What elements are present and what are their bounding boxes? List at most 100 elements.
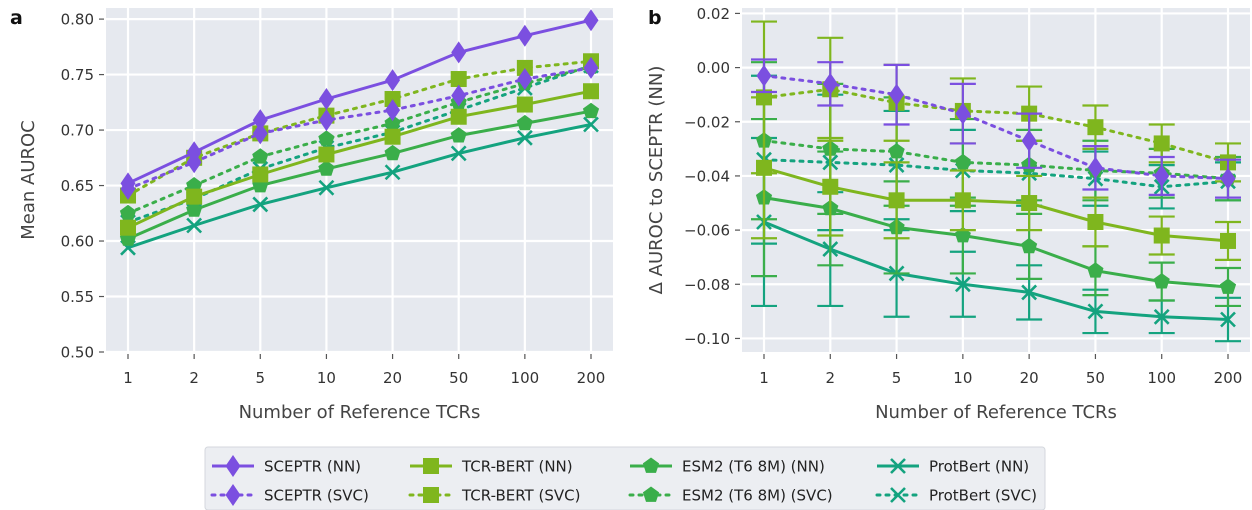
- y-tick-label: −0.10: [684, 330, 730, 348]
- series-protbert-nn: [120, 116, 599, 256]
- series-tcr-bert-nn: [120, 83, 599, 236]
- data-point: [384, 114, 401, 131]
- data-point: [516, 129, 533, 146]
- data-point: [756, 159, 772, 176]
- series-esm2-t6-8m-nn: [751, 117, 1241, 308]
- data-point: [517, 68, 533, 91]
- data-point: [822, 72, 838, 95]
- legend-entry: TCR-BERT (SVC): [408, 487, 580, 505]
- panel-a: 0.50 0.55 0.60 0.65 0.70 0.75 0.80 1 2 5 10 20 50 100…: [10, 7, 613, 423]
- data-point: [1219, 278, 1237, 294]
- legend: SCEPTR (NN) SCEPTR (SVC) TCR-BERT (NN) TCR-…: [204, 446, 1046, 510]
- y-axis-label: Δ AUROC to SCEPTR (NN): [646, 66, 667, 295]
- series-line: [126, 66, 593, 191]
- series-line: [126, 65, 593, 215]
- series-line: [127, 18, 592, 185]
- series-line: [762, 87, 1230, 164]
- data-point: [318, 109, 334, 132]
- x-tick-label: 50: [449, 369, 468, 387]
- data-point: [1154, 164, 1170, 187]
- x-tick-label: 10: [317, 369, 336, 387]
- data-point: [822, 178, 839, 195]
- data-point: [450, 71, 467, 88]
- data-point: [186, 177, 203, 193]
- legend-entry: TCR-BERT (NN): [410, 458, 573, 476]
- data-point: [517, 24, 533, 47]
- x-tick-label: 1: [123, 369, 133, 387]
- data-point: [1220, 311, 1236, 328]
- series-line: [126, 59, 593, 197]
- data-point: [1153, 227, 1170, 244]
- data-point: [186, 188, 203, 205]
- panel-label: b: [648, 7, 662, 29]
- data-point: [1087, 262, 1104, 278]
- data-point: [516, 59, 533, 76]
- x-axis-label: Number of Reference TCRs: [875, 402, 1117, 423]
- legend-label: SCEPTR (NN): [264, 458, 361, 476]
- x-tick-label: 5: [256, 369, 266, 387]
- legend-label: ProtBert (NN): [929, 458, 1029, 476]
- data-point: [1220, 232, 1236, 249]
- legend-box: [204, 446, 1046, 510]
- data-point: [1021, 237, 1038, 254]
- data-point: [384, 164, 401, 181]
- y-tick-label: 0.50: [61, 344, 94, 362]
- y-tick-label: −0.02: [684, 113, 730, 131]
- series-line: [763, 196, 1229, 289]
- data-point: [120, 219, 136, 236]
- data-point: [1087, 303, 1104, 320]
- data-point: [384, 90, 401, 107]
- data-point: [888, 143, 905, 159]
- x-tick-label: 100: [511, 369, 540, 387]
- legend-marker: [423, 487, 439, 503]
- data-point: [1087, 119, 1104, 136]
- data-point: [888, 192, 905, 209]
- x-tick-label: 5: [892, 369, 902, 387]
- x-tick-label: 2: [826, 369, 836, 387]
- data-point: [384, 128, 401, 145]
- panel-b: 0.02 0.00 −0.02 −0.04 −0.06 −0.08 −0.10 1 2 5 10 20…: [646, 5, 1250, 423]
- data-point: [583, 9, 599, 32]
- data-point: [450, 108, 467, 125]
- legend-marker: [225, 455, 241, 477]
- x-tick-label: 1: [759, 369, 769, 387]
- series-line: [762, 139, 1230, 181]
- data-point: [756, 64, 772, 87]
- y-tick-label: 0.60: [61, 233, 94, 251]
- data-point: [252, 196, 269, 213]
- data-point: [1153, 135, 1170, 152]
- data-point: [186, 201, 203, 217]
- data-point: [1153, 308, 1170, 325]
- data-point: [889, 83, 905, 106]
- data-point: [1220, 167, 1236, 190]
- series-line: [763, 220, 1229, 321]
- y-tick-label: 0.55: [61, 288, 94, 306]
- legend-entry: SCEPTR (NN): [212, 455, 361, 477]
- legend-entry: SCEPTR (SVC): [210, 484, 369, 506]
- data-point: [583, 116, 599, 133]
- legend-marker: [225, 484, 241, 506]
- data-point: [318, 160, 335, 176]
- x-tick-label: 50: [1086, 369, 1105, 387]
- legend-label: TCR-BERT (SVC): [461, 487, 580, 505]
- legend-marker: [890, 458, 906, 474]
- data-point: [955, 102, 971, 125]
- data-point: [516, 114, 533, 131]
- y-tick-label: 0.02: [697, 5, 730, 23]
- data-point: [186, 217, 203, 234]
- data-point: [318, 87, 334, 110]
- y-tick-label: 0.80: [61, 11, 94, 29]
- legend-label: ESM2 (T6 8M) (NN): [682, 458, 825, 476]
- data-point: [954, 153, 971, 170]
- series-tcr-bert-nn: [751, 96, 1241, 262]
- legend-marker: [642, 457, 660, 473]
- data-point: [450, 127, 467, 143]
- series-sceptr-nn: [120, 9, 599, 195]
- legend-entry: ESM2 (T6 8M) (NN): [630, 457, 825, 476]
- legend-marker: [890, 487, 906, 503]
- legend-entry: ProtBert (SVC): [875, 487, 1037, 505]
- data-point: [954, 276, 971, 293]
- panel-label: a: [10, 7, 23, 29]
- data-point: [451, 41, 467, 64]
